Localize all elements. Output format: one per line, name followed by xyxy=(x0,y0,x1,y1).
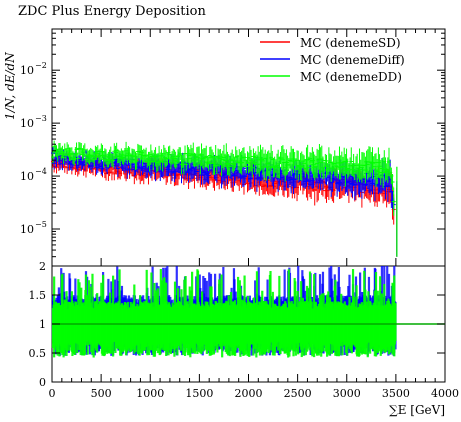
y-tick-label: 10 xyxy=(20,170,34,183)
x-tick-label: 1000 xyxy=(136,387,164,400)
ratio-bands xyxy=(51,266,397,358)
x-tick-label: 2000 xyxy=(235,387,263,400)
ratio-y-ticks: 0 0.5 1 1.5 2 xyxy=(29,260,445,389)
y-tick-exponent: −2 xyxy=(35,61,47,70)
x-tick-label: 4000 xyxy=(431,387,459,400)
y-tick-label: 10 xyxy=(20,117,34,130)
ratio-y-tick-label: 0 xyxy=(39,376,46,389)
ratio-y-tick-label: 1 xyxy=(39,318,46,331)
x-tick-label: 500 xyxy=(91,387,112,400)
legend-entry: MC (denemeDiff) xyxy=(300,53,405,67)
y-axis-label: 1/N, dE/dN xyxy=(3,52,17,120)
x-tick-label: 2500 xyxy=(284,387,312,400)
x-tick-label: 3000 xyxy=(333,387,361,400)
main-series xyxy=(50,140,398,257)
y-tick-exponent: −4 xyxy=(35,167,47,176)
ratio-y-tick-label: 2 xyxy=(39,260,46,273)
y-tick-label: 10 xyxy=(20,64,34,77)
y-tick-exponent: −3 xyxy=(35,114,47,123)
x-axis-label: ∑E [GeV] xyxy=(389,403,445,417)
x-tick-label: 1500 xyxy=(185,387,213,400)
x-tick-label: 3500 xyxy=(382,387,410,400)
chart-title: ZDC Plus Energy Deposition xyxy=(18,4,206,19)
ratio-y-tick-label: 1.5 xyxy=(29,289,47,302)
x-ticks: 0 500 1000 1500 2000 2500 3000 3500 4000 xyxy=(49,29,459,400)
legend: MC (denemeSD) MC (denemeDiff) MC (denemeDD… xyxy=(260,36,405,84)
ratio-y-tick-label: 0.5 xyxy=(29,347,47,360)
legend-entry: MC (denemeSD) xyxy=(300,36,401,50)
main-y-ticks: 10−510−410−310−2 xyxy=(20,32,445,258)
x-tick-label: 0 xyxy=(49,387,56,400)
y-tick-label: 10 xyxy=(20,223,34,236)
y-tick-exponent: −5 xyxy=(35,220,47,229)
legend-entry: MC (denemeDD) xyxy=(300,70,402,84)
